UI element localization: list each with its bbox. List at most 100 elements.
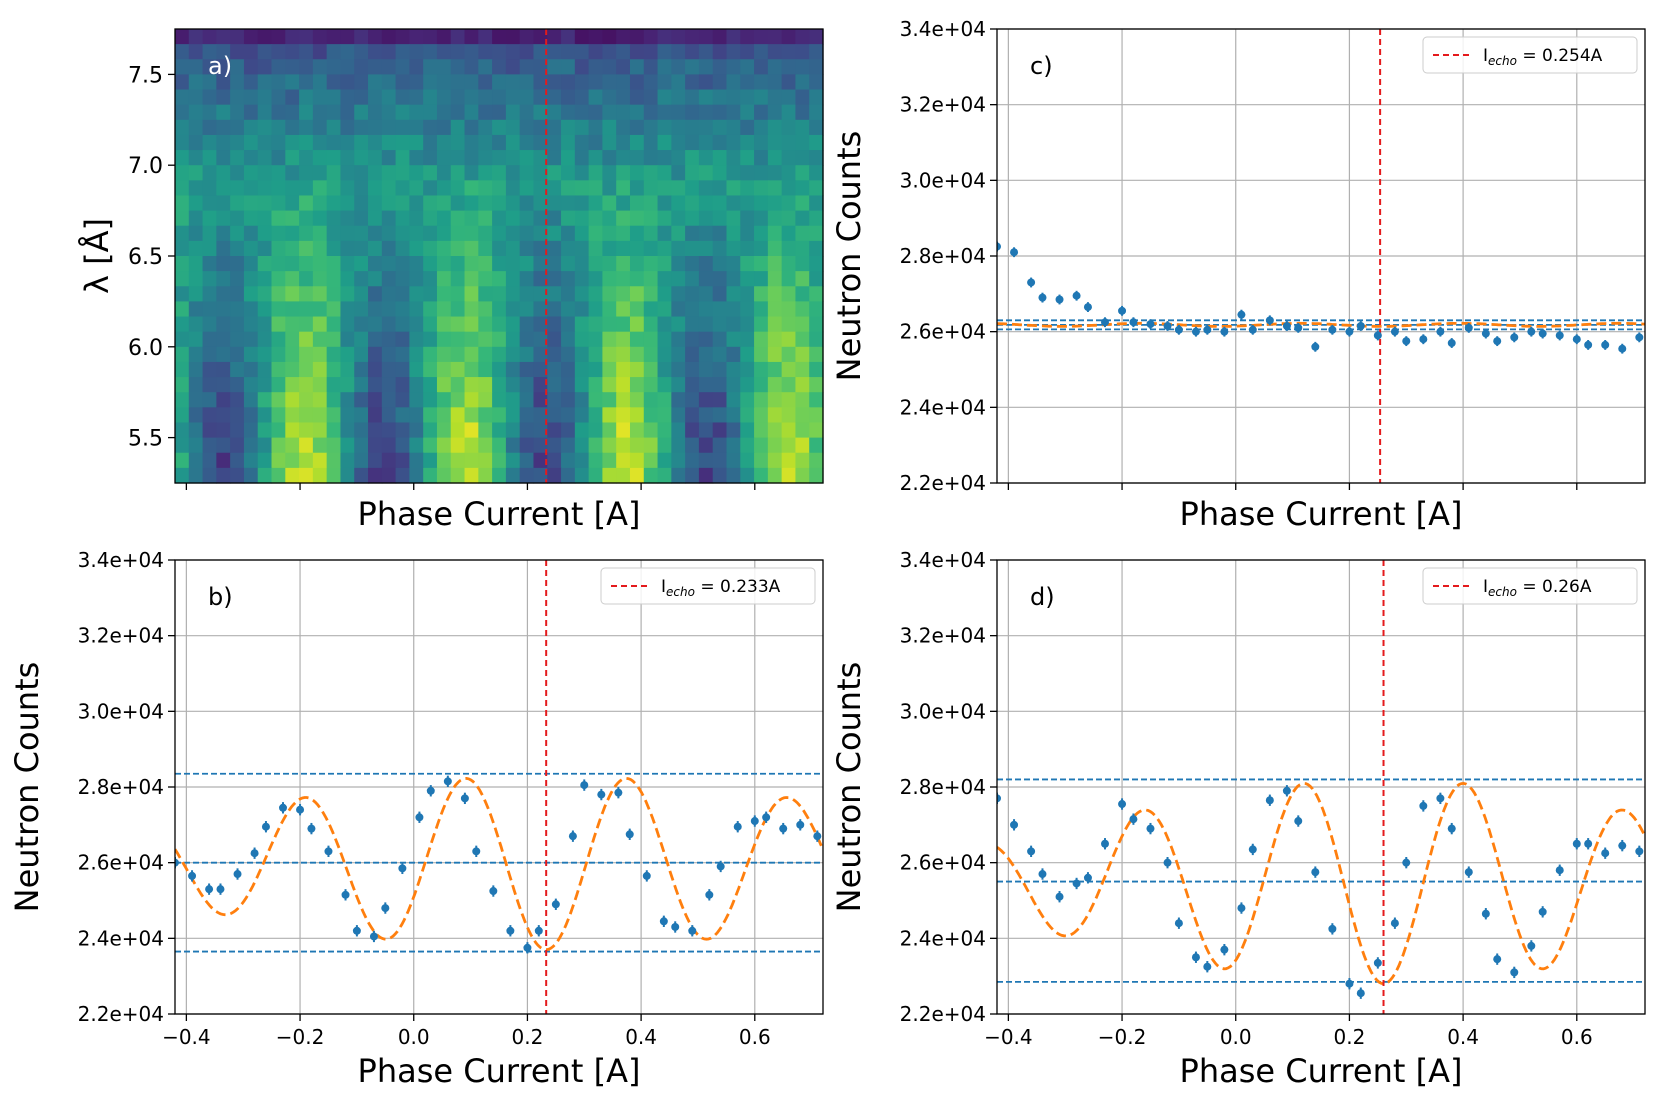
heatmap-cell [657,467,672,484]
heatmap-cell [657,346,672,363]
heatmap-cell [588,377,604,393]
heatmap-cell [685,104,700,121]
heatmap-cell [340,346,355,363]
panel-b: 2.2e+042.4e+042.6e+042.8e+043.0e+043.2e+… [8,548,824,1090]
heatmap-cell [175,301,190,318]
heatmap-cell [409,452,424,469]
heatmap-cell [450,256,466,272]
data-point [1027,278,1036,287]
heatmap-cell [175,271,190,287]
heatmap-cell [809,74,824,91]
heatmap-cell [574,210,590,227]
heatmap-cell [299,150,314,166]
heatmap-cell [712,286,728,302]
data-point [1163,321,1172,330]
x-axis-label: Phase Current [A] [1180,495,1463,533]
data-point [1493,337,1502,346]
heatmap-cell [478,165,493,181]
x-tick-label: 0.0 [1220,1025,1252,1049]
heatmap-cell [767,452,783,469]
heatmap-cell [671,210,686,227]
heatmap-cell [712,89,728,106]
data-point [796,820,805,829]
heatmap-cell [629,119,645,136]
data-point [307,824,316,833]
data-point [1174,325,1183,334]
heatmap-cell [312,271,328,287]
heatmap-cell [230,437,245,454]
heatmap-cell [271,331,286,348]
heatmap-cell [505,210,521,227]
heatmap-cell [450,467,466,484]
heatmap-cell [740,195,755,212]
heatmap-cell [368,104,383,121]
heatmap-cell [450,392,466,408]
heatmap-cell [712,44,728,60]
heatmap-cell [643,467,659,484]
heatmap-cell [312,89,328,106]
heatmap-cell [547,392,562,408]
heatmap-cell [685,134,700,151]
heatmap-cell [312,346,328,363]
heatmap-cell [395,346,410,363]
data-point [341,890,350,899]
heatmap-cell [781,165,797,181]
heatmap-cell [299,316,314,333]
fit-curve [175,776,823,952]
heatmap-cell [519,59,535,75]
heatmap-cell [354,346,369,363]
heatmap-cell [588,361,604,378]
heatmap-cell [271,452,286,469]
heatmap-cell [188,437,204,454]
heatmap-cell [299,225,314,242]
heatmap-cell [409,165,424,181]
heatmap-cell [354,256,369,272]
heatmap-cell [795,316,810,333]
heatmap-cell [285,180,300,197]
heatmap-cell [519,150,535,166]
heatmap-cell [547,271,562,287]
heatmap-cell [754,180,769,197]
heatmap-cell [409,346,424,363]
heatmap-cell [202,301,217,318]
data-point [614,788,623,797]
heatmap-cell [312,104,328,121]
heatmap-cell [436,210,452,227]
heatmap-cell [243,240,259,257]
heatmap-cell [478,377,493,393]
heatmap-cell [368,377,383,393]
heatmap-cell [629,452,645,469]
heatmap-cell [257,59,273,75]
heatmap-cell [202,44,217,60]
heatmap-cell [698,165,714,181]
heatmap-cell [726,240,741,257]
heatmap-cell [574,271,590,287]
heatmap-cell [395,210,410,227]
heatmap-cell [492,89,507,106]
heatmap-cell [409,407,424,424]
heatmap-cell [478,134,493,151]
data-point [472,847,481,856]
data-point [1356,321,1365,330]
heatmap-cell [616,44,631,60]
heatmap-cell [312,59,328,75]
heatmap-cell [299,271,314,287]
heatmap-cell [436,407,452,424]
heatmap-cell [257,44,273,60]
data-point [1282,786,1291,795]
heatmap-cell [423,467,438,484]
heatmap-cell [561,210,576,227]
heatmap-cell [354,225,369,242]
heatmap-cell [795,44,810,60]
heatmap-cell [478,301,493,318]
heatmap-cell [643,134,659,151]
heatmap-cell [326,44,342,60]
heatmap-cell [505,165,521,181]
heatmap-cell [368,180,383,197]
heatmap-cell [767,180,783,197]
heatmap-cell [423,150,438,166]
heatmap-cell [478,59,493,75]
heatmap-cell [202,210,217,227]
heatmap-cell [271,89,286,106]
heatmap-cell [561,195,576,212]
